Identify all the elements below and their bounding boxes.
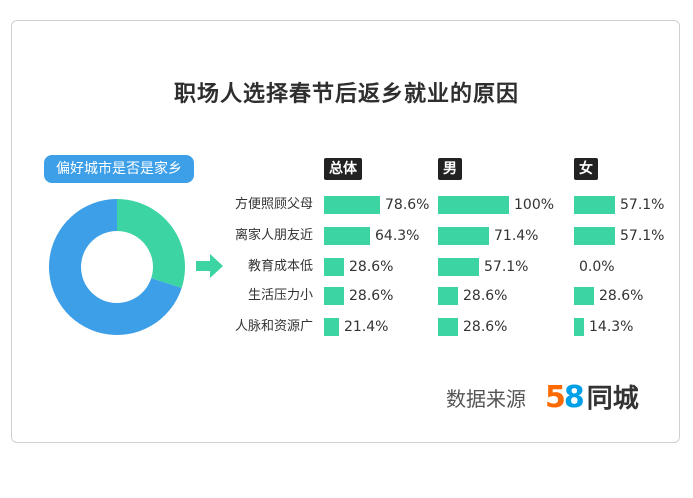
bar-1-1 bbox=[438, 227, 489, 245]
bar-value-label-2-4: 14.3% bbox=[589, 319, 634, 335]
bar-1-3 bbox=[438, 287, 458, 305]
source-label: 数据来源 bbox=[446, 387, 526, 411]
category-label-0: 方便照顾父母 bbox=[234, 197, 313, 212]
donut-chart bbox=[49, 199, 185, 335]
bar-value-label-1-3: 28.6% bbox=[463, 288, 508, 304]
category-label-3: 生活压力小 bbox=[247, 288, 313, 303]
bar-1-2 bbox=[438, 258, 479, 276]
bar-2-0 bbox=[574, 196, 615, 214]
logo-name: 同城 bbox=[586, 384, 639, 414]
bar-value-label-0-0: 78.6% bbox=[385, 197, 430, 213]
chart-title: 职场人选择春节后返乡就业的原因 bbox=[173, 82, 519, 107]
bar-value-label-0-4: 21.4% bbox=[344, 319, 389, 335]
donut-segment-1 bbox=[117, 199, 185, 289]
arrow-right-icon bbox=[196, 254, 223, 278]
logo-58tongcheng: 58同城 bbox=[545, 381, 639, 415]
category-label-2: 教育成本低 bbox=[247, 259, 313, 274]
logo-digit-5: 5 bbox=[545, 380, 566, 415]
bar-value-label-2-2: 0.0% bbox=[579, 259, 615, 275]
bar-0-4 bbox=[324, 318, 339, 336]
bar-value-label-1-4: 28.6% bbox=[463, 319, 508, 335]
bar-2-1 bbox=[574, 227, 615, 245]
bar-value-label-2-3: 28.6% bbox=[599, 288, 644, 304]
bar-2-3 bbox=[574, 287, 594, 305]
category-label-1: 离家人朋友近 bbox=[234, 228, 313, 243]
donut-label-pill: 偏好城市是否是家乡 bbox=[44, 155, 194, 183]
bar-0-2 bbox=[324, 258, 344, 276]
bar-value-label-1-2: 57.1% bbox=[484, 259, 529, 275]
bar-0-1 bbox=[324, 227, 370, 245]
bar-value-label-1-1: 71.4% bbox=[494, 228, 539, 244]
bar-value-label-1-0: 100% bbox=[514, 197, 555, 213]
bar-value-label-2-1: 57.1% bbox=[620, 228, 665, 244]
bar-value-label-0-3: 28.6% bbox=[349, 288, 394, 304]
bar-value-label-2-0: 57.1% bbox=[620, 197, 665, 213]
bar-1-4 bbox=[438, 318, 458, 336]
column-header-1: 男 bbox=[438, 158, 462, 180]
logo-digit-8: 8 bbox=[563, 380, 585, 415]
bar-0-0 bbox=[324, 196, 380, 214]
column-header-2: 女 bbox=[574, 158, 598, 180]
bar-0-3 bbox=[324, 287, 344, 305]
bar-value-label-0-2: 28.6% bbox=[349, 259, 394, 275]
bar-2-4 bbox=[574, 318, 584, 336]
donut-segment-0 bbox=[49, 199, 182, 335]
bar-1-0 bbox=[438, 196, 509, 214]
category-label-4: 人脉和资源广 bbox=[234, 319, 313, 334]
bar-value-label-0-1: 64.3% bbox=[375, 228, 420, 244]
column-header-0: 总体 bbox=[324, 158, 362, 180]
